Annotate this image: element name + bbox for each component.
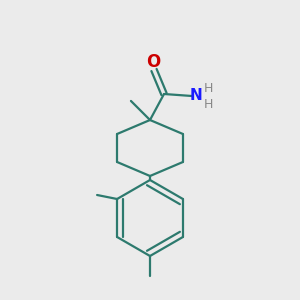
Text: O: O: [146, 53, 160, 71]
Text: H: H: [203, 98, 213, 110]
Text: H: H: [203, 82, 213, 94]
Text: N: N: [190, 88, 202, 103]
